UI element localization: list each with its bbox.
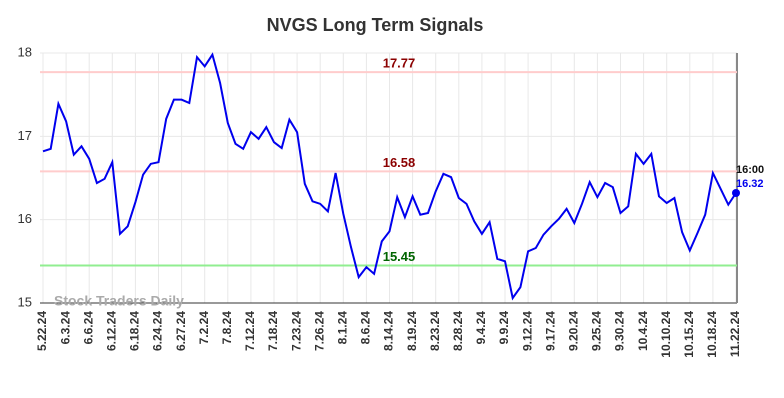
y-tick-label: 17 [18, 128, 32, 143]
x-tick-label: 8.6.24 [359, 311, 373, 345]
end-time-label: 16:00 [736, 164, 764, 176]
x-tick-label: 6.3.24 [58, 311, 72, 345]
x-tick-label: 11.22.24 [728, 311, 742, 357]
x-tick-label: 7.18.24 [266, 311, 280, 351]
x-tick-label: 9.20.24 [566, 311, 580, 351]
x-tick-label: 8.28.24 [451, 311, 465, 351]
x-tick-label: 7.23.24 [289, 311, 303, 351]
y-tick-label: 15 [18, 294, 32, 309]
x-tick-label: 9.25.24 [590, 311, 604, 351]
x-tick-label: 7.12.24 [243, 311, 257, 351]
x-tick-label: 7.26.24 [312, 311, 326, 351]
x-tick-label: 8.19.24 [405, 311, 419, 351]
x-tick-label: 9.9.24 [497, 311, 511, 345]
x-tick-label: 10.4.24 [636, 311, 650, 351]
x-tick-label: 6.12.24 [104, 311, 118, 351]
x-tick-label: 6.24.24 [151, 311, 165, 351]
x-tick-label: 9.12.24 [520, 311, 534, 351]
price-line [42, 52, 737, 301]
last-value-label: 16.32 [736, 178, 764, 190]
y-tick-label: 18 [18, 44, 32, 59]
x-tick-label: 10.10.24 [659, 311, 673, 358]
x-tick-label: 10.15.24 [682, 311, 696, 358]
x-tick-label: 6.18.24 [128, 311, 142, 351]
x-tick-label: 9.17.24 [543, 311, 557, 351]
x-tick-label: 5.22.24 [35, 311, 49, 351]
chart-title: NVGS Long Term Signals [267, 15, 484, 35]
signal-label: 17.77 [383, 56, 416, 71]
x-tick-label: 7.8.24 [220, 311, 234, 345]
x-tick-label: 9.4.24 [474, 311, 488, 345]
x-tick-label: 9.30.24 [613, 311, 627, 351]
x-tick-label: 8.14.24 [382, 311, 396, 351]
signal-label: 15.45 [383, 249, 416, 264]
x-tick-label: 10.18.24 [705, 311, 719, 358]
x-tick-label: 8.23.24 [428, 311, 442, 351]
signal-label: 16.58 [383, 155, 416, 170]
x-tick-label: 6.27.24 [174, 311, 188, 351]
x-tick-label: 6.6.24 [81, 311, 95, 345]
last-point [732, 189, 740, 197]
y-tick-label: 16 [18, 211, 32, 226]
x-tick-label: 8.1.24 [335, 311, 349, 345]
watermark: Stock Traders Daily [54, 293, 184, 309]
x-tick-label: 7.2.24 [197, 311, 211, 345]
